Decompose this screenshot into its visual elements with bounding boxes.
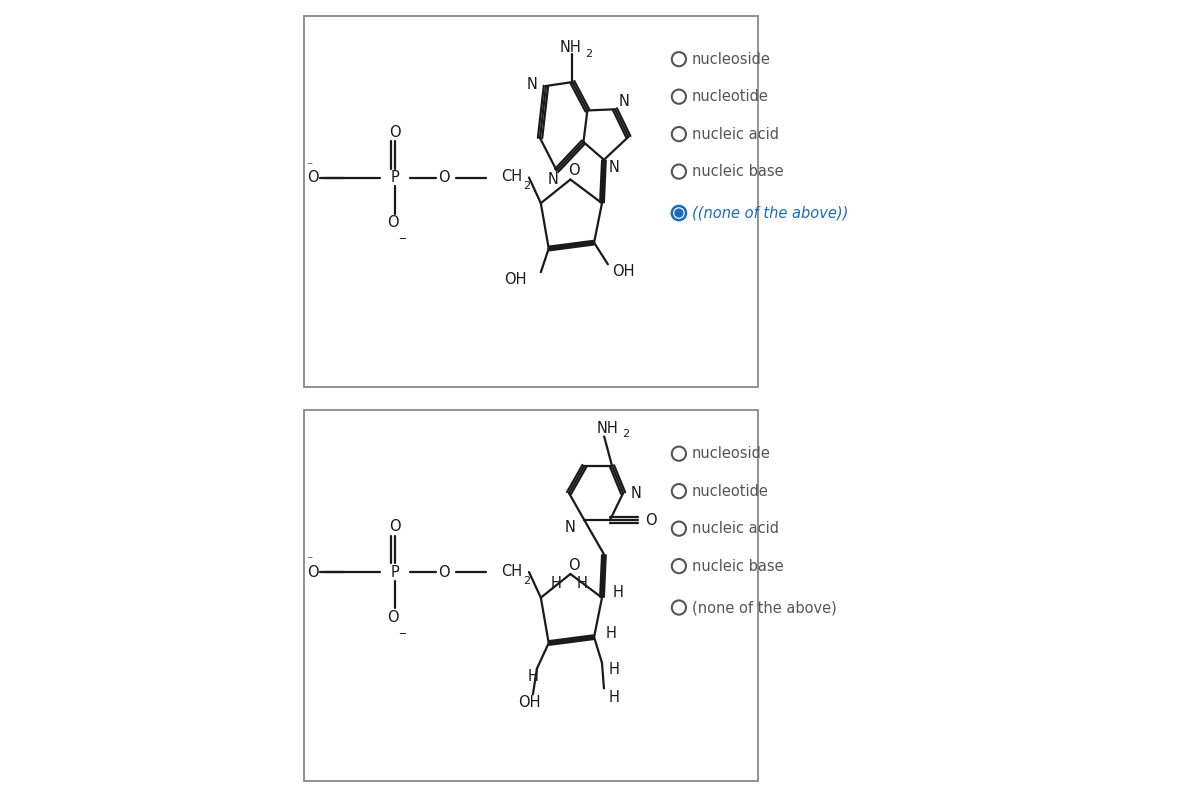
Text: ((none of the above)): ((none of the above)) [691, 205, 848, 221]
Text: O: O [388, 610, 398, 625]
Text: P: P [390, 170, 400, 185]
Text: O: O [438, 170, 450, 185]
Text: H: H [528, 669, 539, 684]
Text: O: O [388, 215, 398, 230]
Text: OH: OH [612, 264, 635, 279]
Text: N: N [608, 160, 619, 175]
Polygon shape [548, 240, 594, 252]
Text: N: N [618, 94, 629, 109]
Text: ⁻: ⁻ [306, 555, 312, 567]
Text: ⁻: ⁻ [306, 160, 312, 173]
Text: N: N [527, 77, 538, 92]
Text: _: _ [400, 226, 404, 239]
Polygon shape [599, 554, 607, 598]
Text: O: O [569, 163, 580, 178]
Text: nucleotide: nucleotide [691, 484, 768, 499]
Text: 2: 2 [622, 429, 629, 439]
Text: nucleic base: nucleic base [691, 559, 784, 574]
Text: O: O [389, 125, 401, 140]
Text: OH: OH [504, 271, 527, 287]
Text: nucleotide: nucleotide [691, 89, 768, 104]
Text: _: _ [400, 621, 404, 634]
Text: N: N [565, 520, 576, 535]
Text: 2: 2 [523, 576, 530, 585]
Text: H: H [608, 690, 619, 705]
Text: O: O [646, 513, 658, 528]
Text: CH: CH [502, 169, 522, 185]
Bar [304, 16, 758, 387]
Text: O: O [389, 519, 401, 534]
Text: nucleic acid: nucleic acid [691, 521, 779, 537]
Text: H: H [577, 576, 588, 592]
Text: 2: 2 [523, 181, 530, 191]
Text: NH: NH [596, 421, 618, 436]
Text: NH: NH [559, 40, 581, 55]
Text: CH: CH [502, 563, 522, 579]
Text: P: P [390, 564, 400, 580]
Text: OH: OH [518, 695, 541, 711]
Text: O: O [307, 170, 319, 185]
Polygon shape [548, 634, 594, 646]
Polygon shape [599, 159, 607, 204]
Text: N: N [630, 485, 641, 501]
Text: H: H [610, 662, 620, 678]
Text: (none of the above): (none of the above) [691, 600, 836, 615]
Text: N: N [548, 171, 559, 187]
Circle shape [674, 209, 683, 217]
Text: H: H [605, 626, 616, 641]
Text: nucleoside: nucleoside [691, 51, 770, 67]
Text: O: O [438, 564, 450, 580]
Text: 2: 2 [586, 49, 592, 58]
Text: H: H [551, 576, 562, 592]
Text: nucleic base: nucleic base [691, 164, 784, 179]
Text: nucleoside: nucleoside [691, 446, 770, 462]
Text: H: H [613, 585, 624, 600]
Text: O: O [569, 558, 580, 573]
Bar [304, 410, 758, 781]
Text: O: O [307, 564, 319, 580]
Text: nucleic acid: nucleic acid [691, 126, 779, 142]
